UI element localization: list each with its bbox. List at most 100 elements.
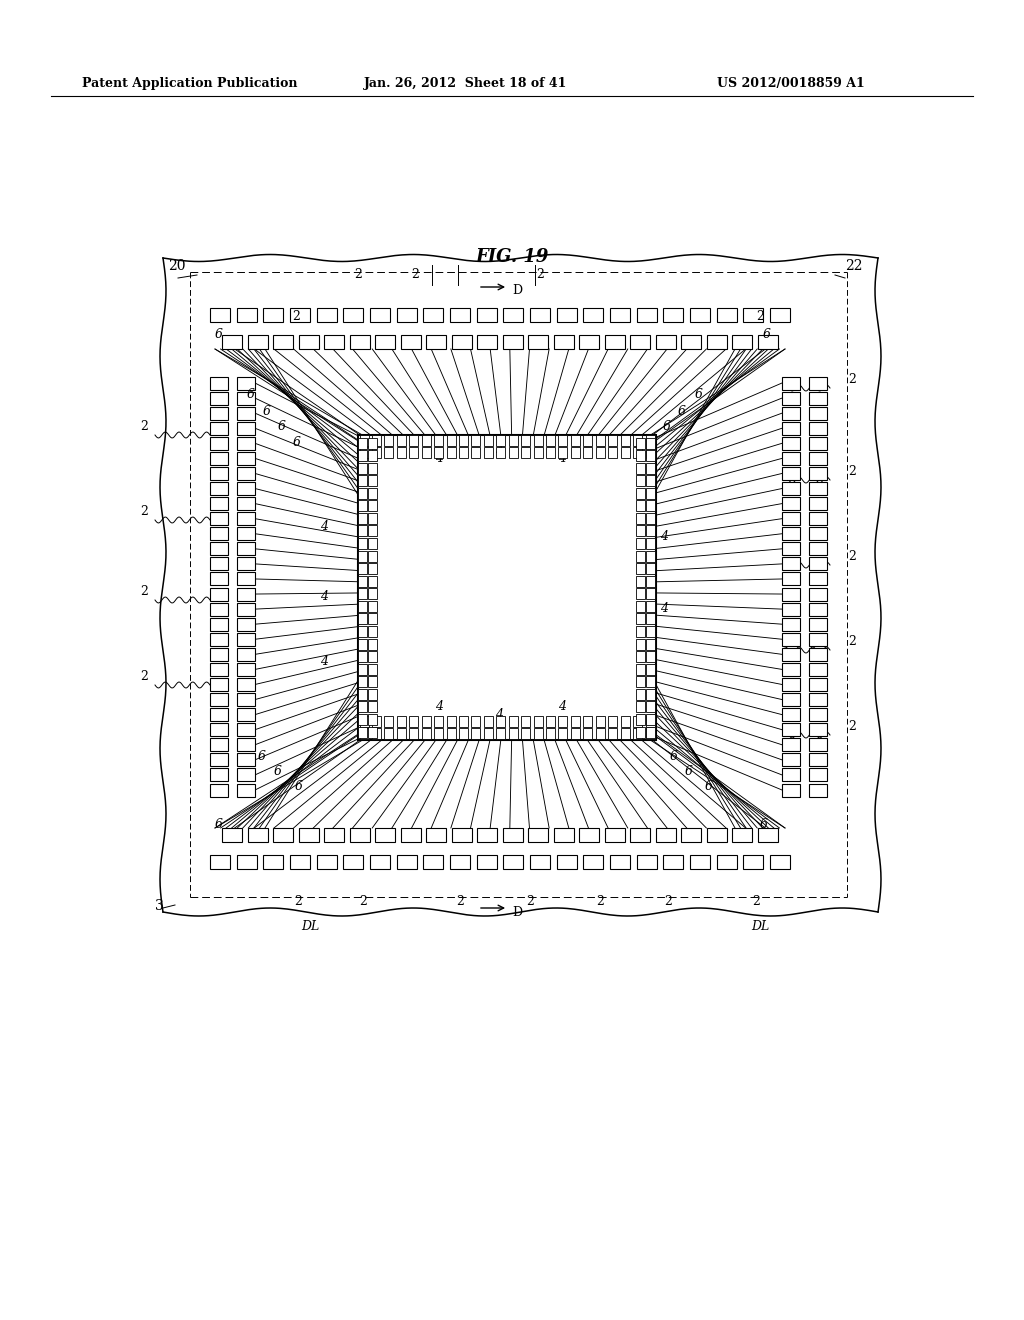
Bar	[358, 450, 367, 461]
Bar	[645, 436, 654, 446]
Bar	[646, 689, 655, 700]
Bar	[237, 855, 257, 869]
Text: 2: 2	[752, 895, 760, 908]
Bar	[809, 587, 827, 601]
Text: 2: 2	[848, 374, 856, 385]
Bar	[782, 738, 800, 751]
Bar	[400, 828, 421, 842]
Bar	[809, 498, 827, 510]
Bar	[546, 729, 555, 739]
Text: 2: 2	[411, 268, 419, 281]
Text: 2: 2	[848, 550, 856, 564]
Bar	[554, 828, 573, 842]
Bar	[636, 488, 645, 499]
Bar	[546, 447, 555, 458]
Text: 2: 2	[848, 635, 856, 648]
Bar	[459, 729, 468, 739]
Bar	[358, 513, 367, 524]
Bar	[273, 828, 293, 842]
Bar	[210, 784, 228, 796]
Bar	[646, 714, 655, 725]
Text: 6: 6	[247, 388, 255, 401]
Bar	[584, 715, 592, 727]
Bar	[580, 828, 599, 842]
Bar	[237, 632, 255, 645]
Bar	[633, 436, 642, 446]
Bar	[646, 539, 655, 549]
Bar	[646, 701, 655, 713]
Bar	[664, 855, 683, 869]
Bar	[528, 335, 548, 348]
Bar	[358, 525, 367, 536]
Bar	[477, 335, 498, 348]
Bar	[646, 437, 655, 449]
Bar	[636, 500, 645, 511]
Bar	[509, 715, 518, 727]
Bar	[368, 576, 377, 586]
Bar	[571, 447, 580, 458]
Bar	[372, 447, 381, 458]
Bar	[534, 715, 543, 727]
Bar	[471, 715, 480, 727]
Bar	[621, 436, 630, 446]
Bar	[446, 729, 456, 739]
Bar	[210, 512, 228, 525]
Bar	[732, 828, 753, 842]
Bar	[210, 376, 228, 389]
Bar	[554, 335, 573, 348]
Bar	[210, 437, 228, 450]
Bar	[558, 447, 567, 458]
Bar	[375, 828, 395, 842]
Bar	[782, 768, 800, 781]
Bar	[358, 726, 367, 738]
Bar	[504, 855, 523, 869]
Bar	[349, 335, 370, 348]
Bar	[690, 308, 710, 322]
Bar	[636, 437, 645, 449]
Bar	[636, 639, 645, 649]
Bar	[210, 573, 228, 586]
Bar	[359, 729, 369, 739]
Bar	[521, 729, 530, 739]
Bar	[273, 335, 293, 348]
Bar	[358, 651, 367, 663]
Bar	[372, 436, 381, 446]
Bar	[290, 855, 310, 869]
Bar	[646, 488, 655, 499]
Bar	[636, 513, 645, 524]
Bar	[646, 550, 655, 561]
Bar	[809, 738, 827, 751]
Bar	[503, 828, 523, 842]
Bar	[497, 729, 505, 739]
Bar	[426, 335, 446, 348]
Text: 2: 2	[294, 895, 302, 908]
Bar	[809, 784, 827, 796]
Bar	[782, 421, 800, 434]
Bar	[476, 308, 497, 322]
Bar	[521, 436, 530, 446]
Bar	[717, 855, 736, 869]
Bar	[349, 828, 370, 842]
Bar	[631, 335, 650, 348]
Bar	[450, 308, 470, 322]
Bar	[375, 335, 395, 348]
Bar	[636, 664, 645, 675]
Bar	[636, 651, 645, 663]
Bar	[210, 618, 228, 631]
Bar	[782, 754, 800, 767]
Text: 4: 4	[435, 700, 443, 713]
Text: 4: 4	[435, 451, 443, 465]
Bar	[237, 693, 255, 706]
Bar	[210, 482, 228, 495]
Bar	[782, 603, 800, 615]
Bar	[426, 828, 446, 842]
Bar	[770, 308, 790, 322]
Bar	[452, 828, 472, 842]
Bar	[782, 557, 800, 570]
Bar	[290, 308, 310, 322]
Bar	[237, 587, 255, 601]
Bar	[636, 601, 645, 612]
Bar	[400, 335, 421, 348]
Bar	[782, 708, 800, 721]
Bar	[368, 639, 377, 649]
